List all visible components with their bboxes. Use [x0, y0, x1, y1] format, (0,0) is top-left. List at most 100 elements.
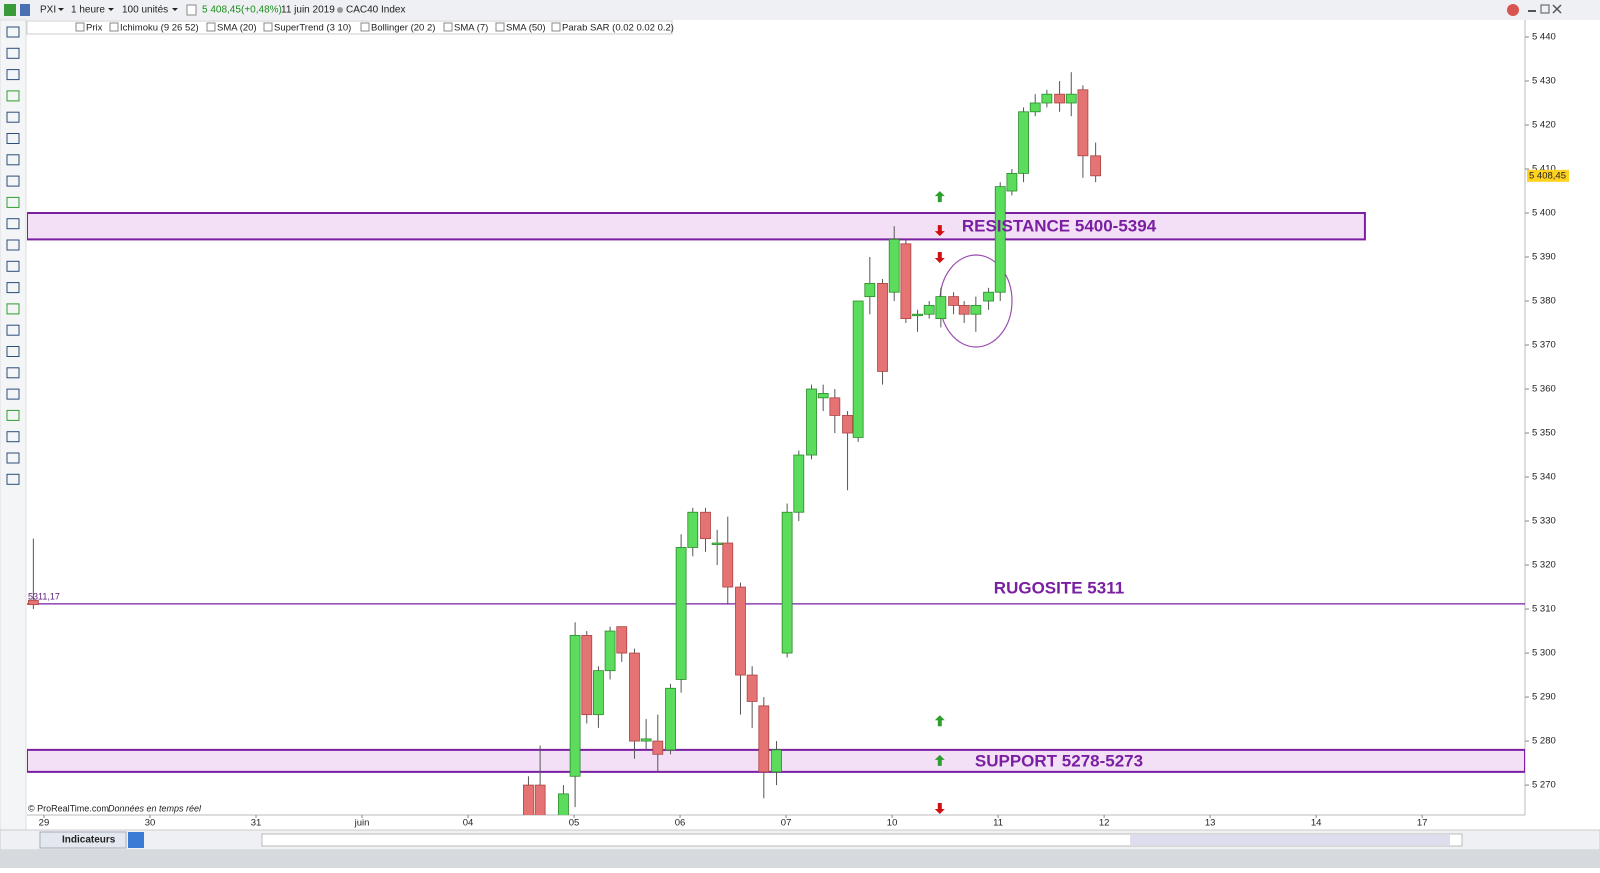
tool-icon[interactable]	[6, 218, 20, 230]
tool-icon[interactable]	[6, 282, 20, 294]
candle-body	[994, 186, 1006, 293]
x-tick-label: 29	[39, 818, 50, 829]
share-button[interactable]	[128, 832, 144, 848]
minimize-button[interactable]	[1528, 10, 1536, 12]
realtime-note: Données en temps réel	[108, 803, 202, 813]
x-tick-label: 30	[145, 818, 156, 829]
candle-body	[935, 296, 947, 320]
indicators-button[interactable]	[39, 831, 127, 849]
tool-icon[interactable]	[6, 473, 20, 485]
tool-icon[interactable]	[6, 324, 20, 336]
candle-body	[640, 738, 652, 742]
candle-body	[771, 749, 782, 773]
candle-body	[1029, 102, 1041, 113]
indicator-checkbox[interactable]	[495, 22, 505, 32]
layout-icon[interactable]	[20, 4, 30, 16]
level-annotation: RUGOSITE 5311	[994, 578, 1124, 597]
candle-body	[983, 291, 994, 302]
indicator-checkbox[interactable]	[206, 22, 216, 32]
indicators-button-label[interactable]: Indicateurs	[62, 835, 116, 846]
indicator-label[interactable]: SMA (7)	[454, 23, 488, 34]
indicator-label[interactable]: Bollinger (20 2)	[371, 23, 435, 34]
tool-icon[interactable]	[6, 26, 20, 38]
y-tick-label: 5 440	[1532, 31, 1556, 42]
indicator-label[interactable]: Ichimoku (9 26 52)	[120, 23, 199, 34]
signal-arrow	[934, 754, 945, 766]
x-tick-label: 13	[1205, 818, 1216, 829]
candle-body	[1041, 93, 1053, 104]
y-tick-label: 5 390	[1532, 252, 1556, 263]
y-tick-label: 5 430	[1532, 76, 1556, 87]
candle-body	[1018, 111, 1029, 174]
tool-icon[interactable]	[6, 260, 20, 272]
x-tick-label: 07	[781, 818, 792, 829]
y-tick-label: 5 350	[1532, 428, 1556, 439]
candle-body	[27, 599, 39, 606]
indicator-label[interactable]: SuperTrend (3 10)	[274, 23, 351, 34]
y-tick-label: 5 300	[1532, 648, 1556, 659]
indicator-checkbox[interactable]	[109, 22, 119, 32]
indicator-checkbox[interactable]	[263, 22, 273, 32]
tool-icon[interactable]	[6, 346, 20, 357]
candle-body	[700, 511, 711, 540]
candle-body	[569, 635, 581, 777]
indicator-label[interactable]: SMA (20)	[217, 23, 257, 34]
symbol-dropdown[interactable]: PXI	[40, 5, 56, 16]
y-tick-label: 5 360	[1532, 384, 1556, 395]
tool-icon[interactable]	[6, 367, 20, 379]
price: 5 408,45	[202, 5, 241, 16]
indicator-checkbox[interactable]	[551, 22, 561, 32]
indicator-checkbox[interactable]	[360, 22, 370, 32]
candle-body	[806, 388, 817, 456]
y-tick-label: 5 280	[1532, 736, 1556, 747]
y-tick-label: 5 330	[1532, 516, 1556, 527]
tool-icon[interactable]	[6, 111, 20, 123]
close-button[interactable]	[1552, 4, 1562, 14]
y-tick-label: 5 370	[1532, 340, 1556, 351]
indicator-bar	[26, 20, 673, 35]
sync-icon[interactable]	[1507, 4, 1519, 16]
tool-icon[interactable]	[6, 388, 20, 400]
zone-label: SUPPORT 5278-5273	[975, 751, 1143, 770]
candle-body	[675, 547, 687, 680]
tool-icon[interactable]	[6, 175, 20, 187]
candle-body	[581, 635, 593, 716]
candle-body	[781, 511, 793, 654]
scroll-thumb[interactable]	[1130, 835, 1450, 845]
tool-icon[interactable]	[6, 47, 20, 59]
units-dropdown[interactable]: 100 unités	[122, 5, 168, 16]
tool-icon[interactable]	[6, 69, 20, 81]
interval-dropdown[interactable]: 1 heure	[71, 5, 105, 16]
tool-icon[interactable]	[6, 154, 20, 166]
candle-body	[616, 626, 628, 654]
y-tick-label: 5 310	[1532, 604, 1556, 615]
zone	[27, 212, 1366, 241]
candle-body	[829, 397, 841, 416]
tool-icon[interactable]	[6, 239, 20, 251]
candle-body	[842, 415, 853, 434]
candle-body	[793, 454, 805, 513]
indicator-label[interactable]: Prix	[86, 23, 103, 34]
tool-icon[interactable]	[6, 303, 20, 315]
tool-icon[interactable]	[6, 196, 20, 208]
indicator-checkbox[interactable]	[75, 22, 85, 32]
info-icon[interactable]	[186, 4, 197, 16]
tool-icon[interactable]	[6, 409, 20, 421]
indicator-label[interactable]: Parab SAR (0.02 0.02 0.2)	[562, 23, 674, 34]
candle-body	[888, 239, 900, 293]
restore-button[interactable]	[1540, 4, 1550, 14]
indicator-label[interactable]: SMA (50)	[506, 23, 546, 34]
signal-arrow	[934, 191, 945, 203]
tool-icon[interactable]	[6, 452, 20, 464]
candle-body	[1090, 155, 1102, 177]
tool-icon[interactable]	[6, 133, 20, 144]
signal-arrow	[934, 715, 945, 727]
dropdown-arrow	[58, 8, 64, 11]
app-icon[interactable]	[4, 4, 16, 16]
candle-body	[746, 674, 758, 702]
signal-arrow	[934, 252, 945, 264]
tool-icon[interactable]	[6, 431, 20, 443]
indicator-checkbox[interactable]	[443, 22, 453, 32]
dropdown-arrow	[172, 8, 178, 11]
tool-icon[interactable]	[6, 90, 20, 102]
